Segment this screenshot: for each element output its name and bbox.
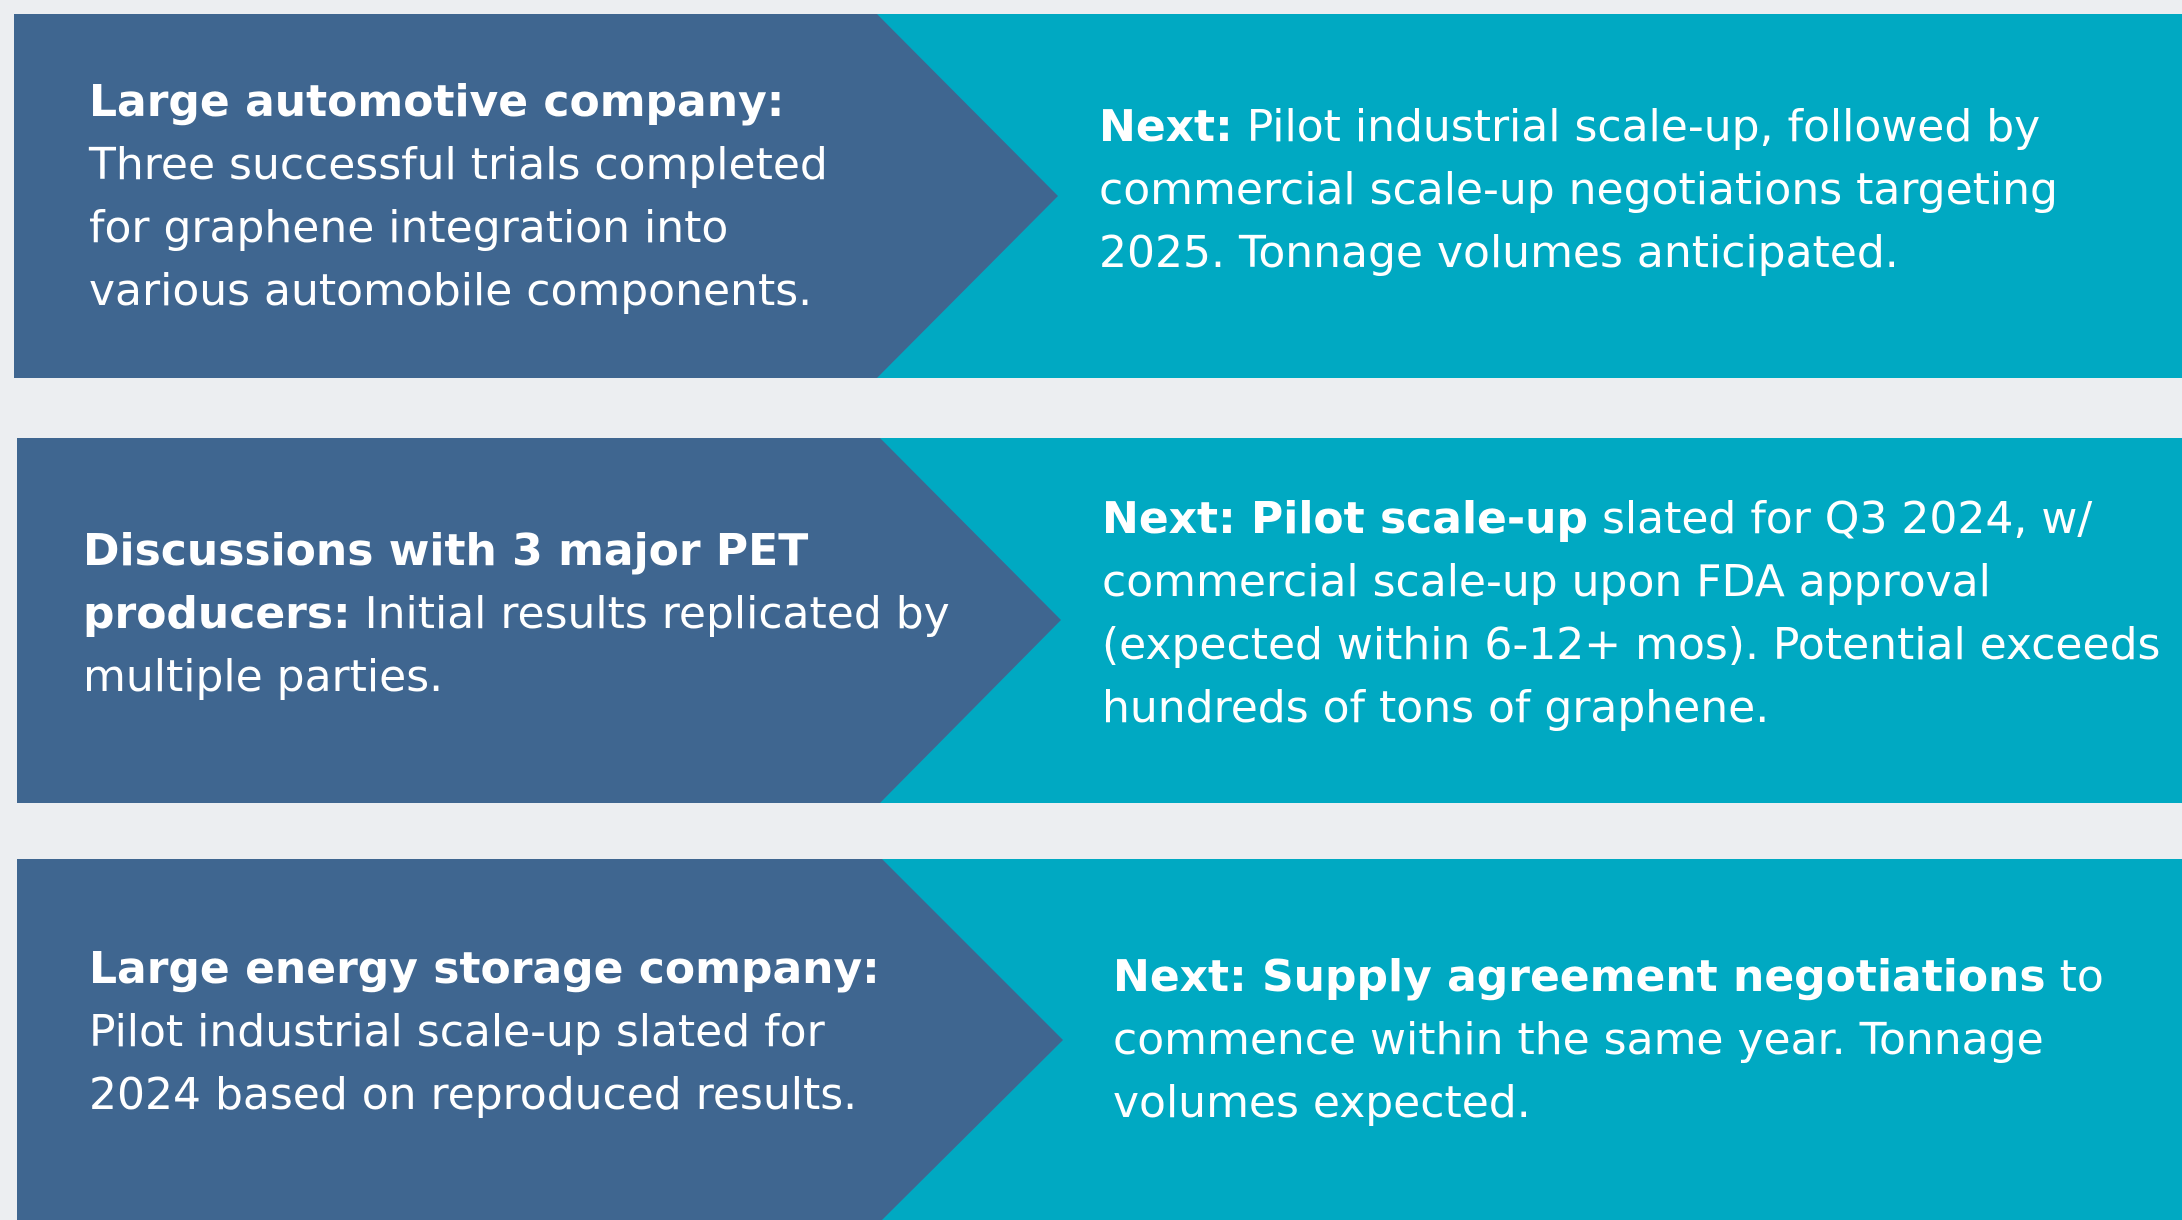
arrow-shape xyxy=(17,438,1061,803)
left-text: Discussions with 3 major PET producers: … xyxy=(83,438,983,788)
arrow-shape xyxy=(14,14,1058,378)
body-text: Pilot industrial scale-up, followed by c… xyxy=(1099,100,2058,278)
bold-text: Large automotive company: xyxy=(89,76,785,127)
left-text: Large automotive company: Three successfu… xyxy=(89,14,889,378)
bold-text: Next: Supply agreement negotiations xyxy=(1113,951,2046,1002)
body-text: slated for Q3 2024, w/ commercial scale-… xyxy=(1102,493,2161,733)
bold-text: Next: xyxy=(1099,100,1233,152)
left-text: Large energy storage company: Pilot indus… xyxy=(89,859,939,1204)
arrow-shape xyxy=(17,859,1063,1220)
right-text: Next: Pilot scale-up slated for Q3 2024,… xyxy=(1102,438,2162,788)
body-text: Initial results replicated by multiple p… xyxy=(83,587,950,702)
bold-text: Next: Pilot scale-up xyxy=(1102,493,1588,544)
right-text: Next: Pilot industrial scale-up, followe… xyxy=(1099,14,2139,364)
bold-text: Large energy storage company: xyxy=(89,943,880,994)
body-text: to commence within the same year. Tonnag… xyxy=(1113,951,2104,1128)
body-text: Pilot industrial scale-up slated for 202… xyxy=(89,1006,858,1120)
bold-text: Discussions with 3 major PET producers: xyxy=(83,524,809,639)
right-text: Next: Supply agreement negotiations to c… xyxy=(1113,859,2113,1220)
body-text: Three successful trials completed for gr… xyxy=(89,139,828,316)
